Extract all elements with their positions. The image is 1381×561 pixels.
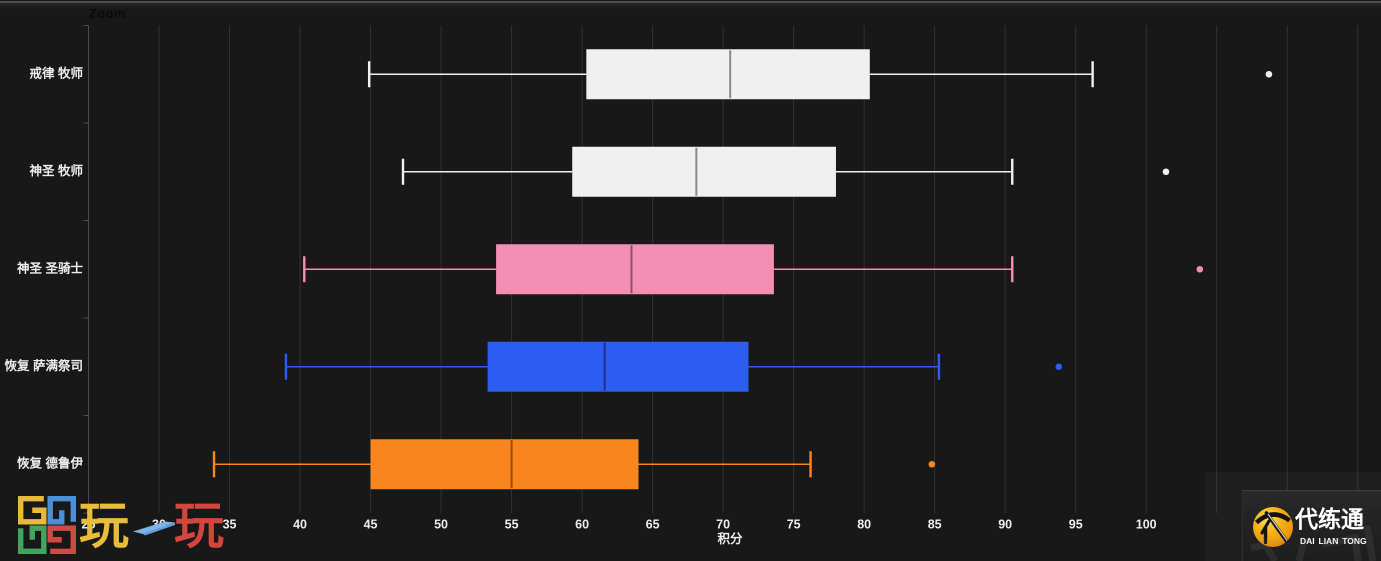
top-border-line [0,1,1381,3]
x-tick-label: 50 [434,517,448,531]
zoom-label: Zoom [89,6,126,21]
dailiantong-badge-icon [1253,507,1293,547]
watermark-panel: 代练通 DAI LIAN TONG [1242,490,1381,561]
logo-char-wan1: 玩 [79,498,129,554]
x-tick-label: 100 [1136,517,1157,531]
box[interactable] [572,146,836,197]
x-tick-label: 80 [857,517,871,531]
x-tick-label: 70 [716,517,730,531]
logo-g-red [47,525,76,554]
category-label: 戒律 牧师 [30,66,84,81]
box[interactable] [487,341,749,392]
logo-g-green [18,525,47,554]
corner-logo: 玩 玩 [0,488,240,561]
x-tick-label: 65 [646,517,660,531]
dailiantong-brand-en: DAI LIAN TONG [1300,536,1367,546]
x-tick-label: 45 [364,517,378,531]
box[interactable] [586,49,870,100]
x-tick-label: 85 [928,517,942,531]
outlier-point[interactable] [1055,363,1063,371]
watermark-smudge [1250,525,1377,561]
outlier-point[interactable] [1265,70,1273,78]
logo-g-yellow [18,496,47,525]
logo-g-blue [47,496,76,525]
x-tick-label: 25 [82,517,96,531]
pick-handle [1264,511,1290,545]
x-tick-label: 40 [293,517,307,531]
top-glow [0,3,1381,9]
x-tick-label: 55 [505,517,519,531]
outlier-point[interactable] [1196,265,1204,273]
x-tick-label: 60 [575,517,589,531]
pick-highlight [1267,513,1288,541]
x-tick-label: 35 [223,517,237,531]
x-tick-label: 90 [998,517,1012,531]
outlier-point[interactable] [928,460,936,468]
pick-head [1254,512,1291,525]
box[interactable] [370,439,639,490]
outlier-point[interactable] [1162,168,1170,176]
dailiantong-brand-cn: 代练通 [1295,506,1364,532]
x-tick-label: 95 [1069,517,1083,531]
box[interactable] [496,244,774,295]
category-label: 神圣 圣骑士 [17,261,83,276]
category-label: 神圣 牧师 [30,163,84,178]
x-tick-label: 75 [787,517,801,531]
x-axis-title: 积分 [717,531,743,546]
logo-char-yi [133,521,175,536]
category-label: 恢复 萨满祭司 [5,358,83,373]
logo-char-wan2: 玩 [174,498,224,554]
category-label: 恢复 德鲁伊 [17,456,83,471]
corner-logo-grid-icon [18,496,76,554]
